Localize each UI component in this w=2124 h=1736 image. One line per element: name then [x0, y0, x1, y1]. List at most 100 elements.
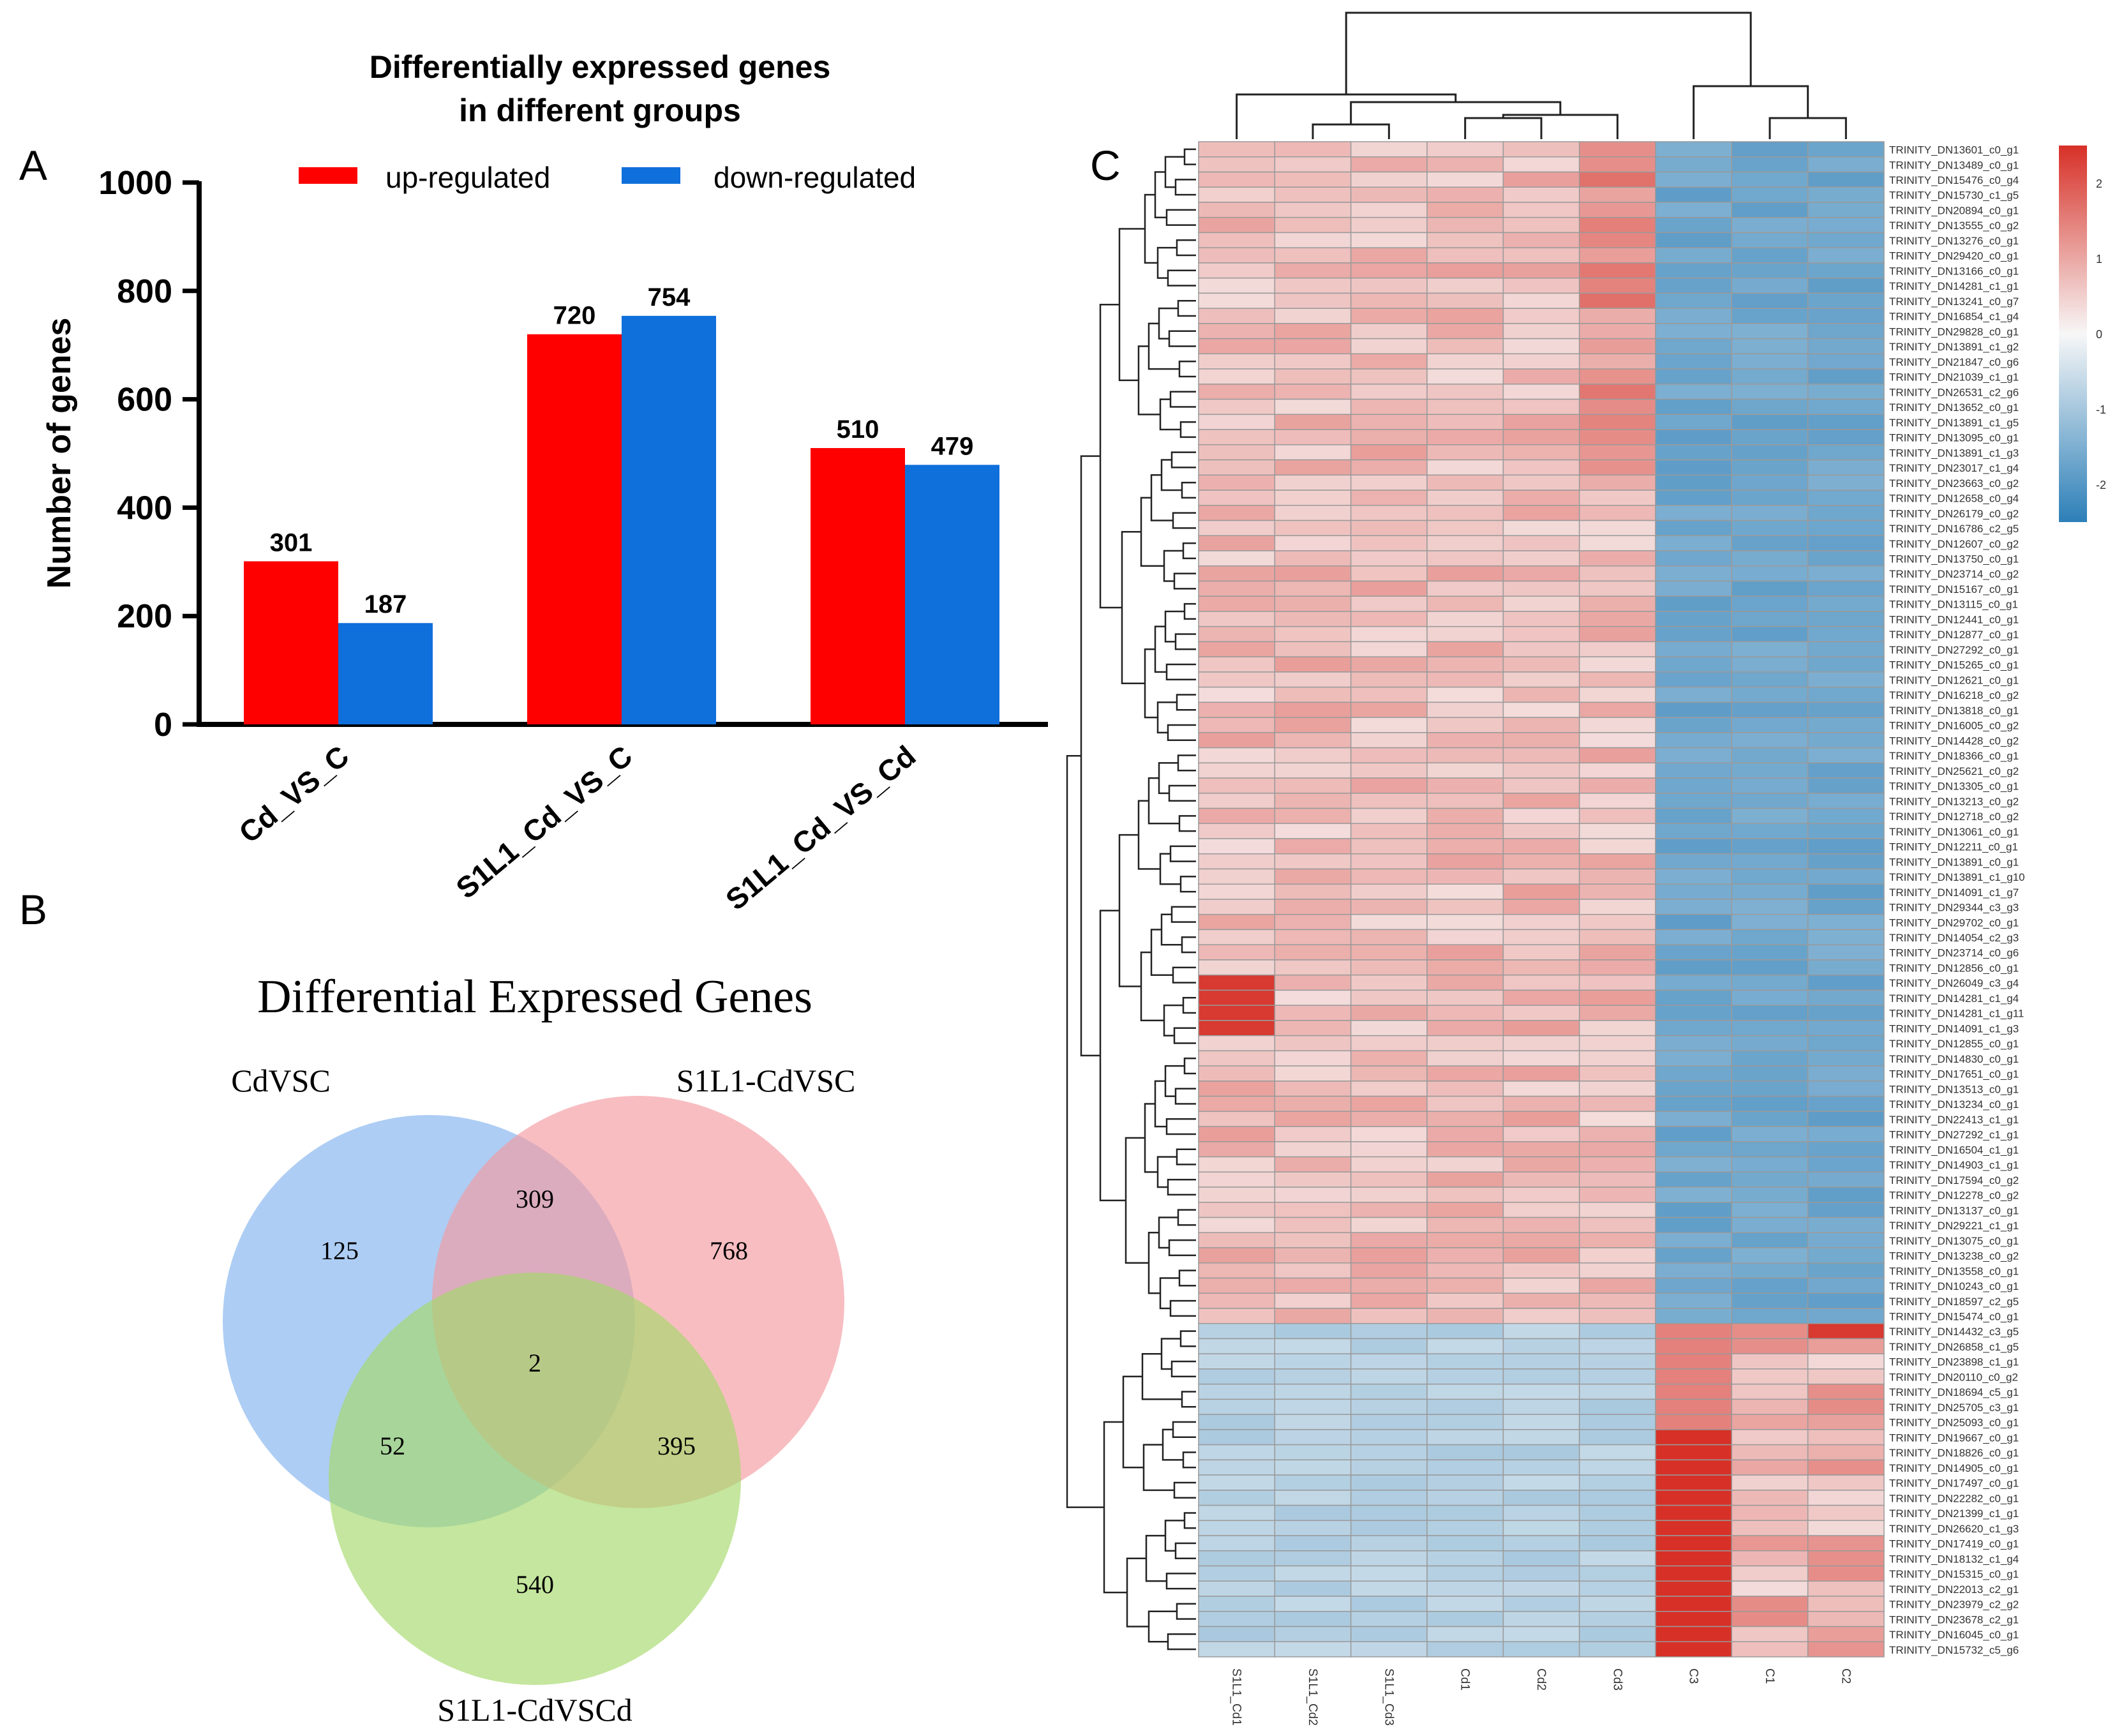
heatmap-cell — [1731, 1322, 1809, 1340]
heatmap-cell — [1502, 641, 1580, 657]
heatmap-cell — [1198, 1292, 1276, 1309]
heatmap-cell — [1198, 1580, 1276, 1597]
heatmap-cell — [1426, 1474, 1504, 1491]
heatmap-cell — [1274, 1095, 1352, 1112]
heatmap-cell — [1502, 823, 1580, 839]
heatmap-column-label: C1 — [1763, 1668, 1776, 1684]
heatmap-cell — [1274, 1156, 1352, 1173]
heatmap-cell — [1731, 1156, 1809, 1173]
heatmap-cell — [1731, 1444, 1809, 1461]
heatmap-cell — [1578, 1262, 1656, 1279]
heatmap-cell — [1578, 490, 1656, 506]
heatmap-cell — [1731, 1065, 1809, 1082]
heatmap-cell — [1807, 1186, 1885, 1203]
heatmap-cell — [1198, 323, 1276, 340]
heatmap-cell — [1274, 656, 1352, 673]
dendrogram-branch — [1169, 845, 1196, 862]
heatmap-row-label: TRINITY_DN12856_c0_g1 — [1889, 962, 2019, 974]
heatmap-cell — [1731, 641, 1809, 657]
heatmap-cell — [1198, 1126, 1276, 1142]
heatmap-cell — [1426, 1156, 1504, 1173]
heatmap-cell — [1731, 1247, 1809, 1264]
heatmap-cell — [1198, 1050, 1276, 1066]
heatmap-cell — [1655, 1474, 1733, 1491]
heatmap-cell — [1578, 398, 1656, 415]
heatmap-cell — [1502, 762, 1580, 779]
heatmap-cell — [1578, 353, 1656, 370]
heatmap-cell — [1655, 868, 1733, 885]
heatmap-cell — [1274, 1065, 1352, 1082]
heatmap-cell — [1655, 535, 1733, 551]
heatmap-cell — [1578, 1550, 1656, 1567]
heatmap-cell — [1350, 277, 1428, 294]
heatmap-cell — [1578, 853, 1656, 870]
heatmap-cell — [1350, 974, 1428, 991]
heatmap-cell — [1350, 1383, 1428, 1400]
heatmap-cell — [1274, 141, 1352, 158]
colorbar-tick-label: 0 — [2096, 328, 2102, 341]
heatmap-row-label: TRINITY_DN15167_c0_g1 — [1889, 583, 2019, 595]
dendrogram-branch — [1179, 876, 1196, 893]
heatmap-row-label: TRINITY_DN15732_c5_g6 — [1889, 1644, 2019, 1656]
heatmap-cell — [1274, 490, 1352, 506]
heatmap-cell — [1198, 883, 1276, 900]
heatmap-cell — [1807, 595, 1885, 612]
heatmap-row-label: TRINITY_DN22013_c2_g1 — [1889, 1583, 2019, 1596]
heatmap-cell — [1274, 1520, 1352, 1536]
heatmap-cell — [1350, 490, 1428, 506]
heatmap-cell — [1731, 580, 1809, 597]
heatmap-cell — [1198, 899, 1276, 915]
heatmap-cell — [1350, 505, 1428, 521]
heatmap-cell — [1502, 1504, 1580, 1522]
heatmap-cell — [1502, 1081, 1580, 1097]
heatmap-cell — [1807, 1504, 1885, 1522]
heatmap-cell — [1502, 1580, 1580, 1597]
heatmap-cell — [1198, 853, 1276, 870]
heatmap-cell — [1807, 1414, 1885, 1430]
dendrogram-branch — [1176, 694, 1196, 711]
heatmap-cell — [1807, 1474, 1885, 1491]
panel-a-letter: A — [19, 142, 47, 189]
heatmap-cell — [1731, 747, 1809, 764]
heatmap-cell — [1655, 1005, 1733, 1021]
heatmap-cell — [1731, 1429, 1809, 1446]
heatmap-row-label: TRINITY_DN14830_c0_g1 — [1889, 1053, 2019, 1065]
heatmap-cell — [1578, 565, 1656, 582]
heatmap-cell — [1807, 292, 1885, 309]
bar-value-label: 754 — [648, 283, 691, 311]
heatmap-cell — [1274, 686, 1352, 703]
heatmap-cell — [1274, 1111, 1352, 1127]
heatmap-cell — [1350, 611, 1428, 627]
heatmap-cell — [1502, 595, 1580, 612]
heatmap-cell — [1426, 186, 1504, 203]
heatmap-cell — [1655, 944, 1733, 961]
heatmap-cell — [1578, 459, 1656, 476]
panel-c-letter: C — [1090, 142, 1121, 189]
heatmap-cell — [1198, 671, 1276, 688]
heatmap-cell — [1350, 186, 1428, 203]
heatmap-cell — [1731, 429, 1809, 445]
heatmap-cell — [1578, 1020, 1656, 1036]
heatmap-cell — [1502, 202, 1580, 218]
heatmap-cell — [1655, 1216, 1733, 1234]
heatmap-cell — [1426, 944, 1504, 961]
dendrogram-branch — [1172, 1421, 1196, 1439]
heatmap-row-label: TRINITY_DN14091_c1_g3 — [1889, 1022, 2019, 1035]
heatmap-cell — [1731, 1459, 1809, 1476]
heatmap-cell — [1426, 974, 1504, 991]
heatmap-cell — [1426, 1504, 1504, 1522]
heatmap-cell — [1502, 398, 1580, 415]
heatmap-cell — [1426, 459, 1504, 476]
heatmap-cell — [1655, 1535, 1733, 1552]
heatmap-cell — [1350, 1580, 1428, 1597]
heatmap-row-label: TRINITY_DN29420_c0_g1 — [1889, 250, 2019, 262]
bar-down-s1l1-cd-vs-c — [622, 315, 716, 724]
heatmap-row-label: TRINITY_DN19667_c0_g1 — [1889, 1432, 2019, 1444]
heatmap-cell — [1655, 611, 1733, 627]
heatmap-row-label: TRINITY_DN13750_c0_g1 — [1889, 553, 2019, 565]
heatmap-cell — [1502, 1550, 1580, 1567]
heatmap-cell — [1274, 156, 1352, 173]
heatmap-cell — [1426, 580, 1504, 597]
heatmap-row-label: TRINITY_DN22413_c1_g1 — [1889, 1114, 2019, 1126]
heatmap-cell — [1731, 171, 1809, 188]
